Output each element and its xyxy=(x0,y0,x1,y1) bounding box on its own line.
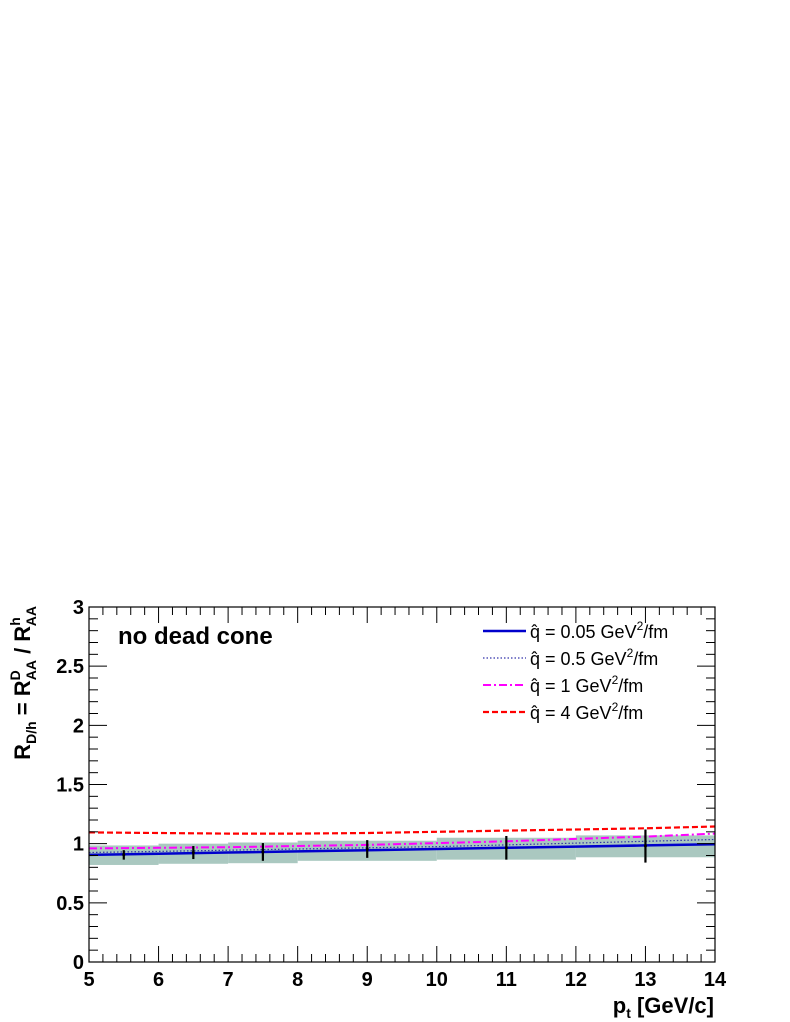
x-tick-label: 6 xyxy=(153,969,164,991)
x-axis-title-rest: [GeV/c] xyxy=(631,993,714,1018)
y-tick-label: 0.5 xyxy=(56,893,84,915)
x-tick-label: 14 xyxy=(704,969,727,991)
annotation-text: no dead cone xyxy=(118,623,273,650)
y-title-r-sub: D/h xyxy=(23,721,39,744)
y-tick-label: 2 xyxy=(73,715,84,737)
y-tick-label: 1.5 xyxy=(56,775,84,797)
y-title-r: R xyxy=(10,744,35,760)
data-point xyxy=(122,853,126,857)
y-tick-label: 3 xyxy=(73,597,84,619)
y-tick-label: 2.5 xyxy=(56,656,84,678)
data-points xyxy=(122,829,647,863)
x-tick-label: 9 xyxy=(362,969,373,991)
data-point xyxy=(365,847,369,851)
y-tick-label: 0 xyxy=(73,952,84,974)
y-title-aa-1: AA xyxy=(23,660,39,680)
series-line-3 xyxy=(88,825,716,835)
y-title-aa-2: AA xyxy=(23,606,39,626)
series-line-1 xyxy=(88,838,716,854)
legend-label-3: q̂ = 4 GeV2/fm xyxy=(530,700,643,723)
data-point xyxy=(191,851,195,855)
x-axis-title: pt [GeV/c] xyxy=(613,993,714,1021)
y-title-h-sup: h xyxy=(7,617,23,626)
data-point xyxy=(643,844,647,848)
x-tick-label: 13 xyxy=(634,969,656,991)
x-tick-label: 7 xyxy=(223,969,234,991)
legend-label-2: q̂ = 1 GeV2/fm xyxy=(530,673,643,696)
legend-label-0: q̂ = 0.05 GeV2/fm xyxy=(530,619,668,642)
legend-label-1: q̂ = 0.5 GeV2/fm xyxy=(530,646,658,669)
y-tick-label: 1 xyxy=(73,834,84,856)
x-axis-ticks: 5 6 7 8 9 10 11 12 13 14 xyxy=(83,607,727,991)
data-point xyxy=(261,850,265,854)
y-title-eq: = R xyxy=(10,680,35,721)
x-tick-label: 11 xyxy=(496,969,517,991)
x-axis-title-main: p xyxy=(613,993,626,1018)
x-axis-title-sub: t xyxy=(626,1005,631,1021)
y-title-slash: / R xyxy=(10,626,35,660)
y-title-d-sup: D xyxy=(7,670,23,680)
y-axis-title: RD/h = RDAA / RhAA xyxy=(7,606,39,760)
data-point xyxy=(504,846,508,850)
legend: q̂ = 0.05 GeV2/fm q̂ = 0.5 GeV2/fm q̂ = 1 … xyxy=(483,619,668,723)
y-axis-ticks: 0 0.5 1 1.5 2 2.5 3 xyxy=(56,597,715,974)
x-tick-label: 10 xyxy=(426,969,448,991)
x-tick-label: 12 xyxy=(565,969,587,991)
x-tick-label: 5 xyxy=(83,969,94,991)
x-tick-label: 8 xyxy=(292,969,303,991)
